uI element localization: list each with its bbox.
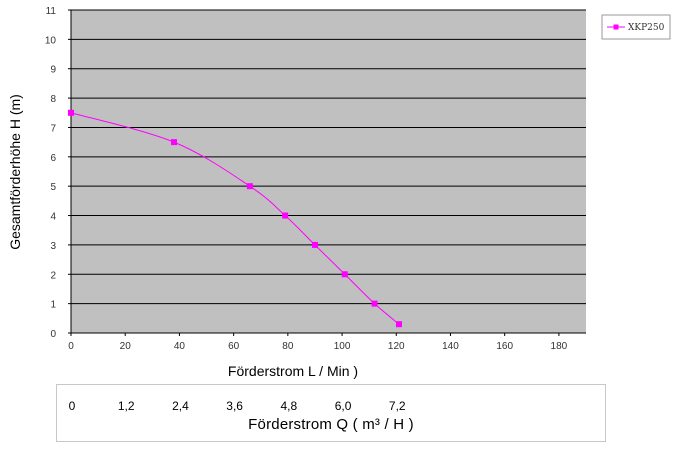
q-tick-label: 2,4 [172, 399, 189, 413]
data-point [282, 212, 289, 219]
y-tick-label: 3 [50, 241, 56, 252]
q-tick-label: 6,0 [334, 399, 352, 413]
axes [68, 9, 586, 336]
x-tick-label: 100 [334, 341, 351, 352]
legend-label: XKP250 [628, 23, 665, 33]
data-point [171, 139, 177, 146]
y-tick-label: 6 [50, 153, 56, 164]
grid-lines [71, 9, 586, 305]
x-tick-label: 140 [442, 341, 459, 352]
q-tick-label: 0 [68, 399, 76, 413]
y-tick-label: 7 [50, 123, 56, 134]
x-tick-label: 120 [388, 341, 405, 352]
y-tick-labels: 0 1 2 3 4 5 6 7 8 9 10 11 [45, 6, 57, 340]
x-tick-label: 0 [68, 341, 74, 352]
x-tick-label: 160 [496, 341, 513, 352]
y-tick-label: 4 [50, 212, 56, 223]
x-tick-label: 180 [551, 341, 568, 352]
legend: XKP250 [601, 14, 671, 40]
legend-marker [613, 24, 619, 30]
y-tick-label: 10 [45, 35, 57, 46]
x-tick-labels: 0 20 40 60 80 100 120 140 160 180 [68, 341, 567, 352]
q-tick-label: 1,2 [117, 399, 135, 413]
data-point [341, 271, 348, 278]
x-tick-label: 40 [174, 341, 186, 352]
q-tick-label: 4,8 [280, 399, 298, 413]
data-point [311, 241, 318, 248]
data-point [395, 321, 402, 328]
y-tick-label: 9 [50, 65, 56, 76]
plot-area [71, 10, 586, 333]
q-tick-label: 3,6 [226, 399, 243, 413]
y-axis-title: Gesamtförderhöhe H (m) [7, 94, 23, 250]
data-point [371, 300, 378, 307]
q-tick-label: 7,2 [388, 399, 406, 413]
x-tick-label: 80 [282, 341, 294, 352]
y-tick-label: 0 [50, 329, 56, 340]
x-tick-label: 20 [120, 341, 132, 352]
y-tick-label: 2 [50, 270, 56, 281]
y-tick-label: 1 [50, 300, 56, 311]
y-tick-label: 11 [46, 6, 57, 17]
flow-rate-m3h-title: Förderstrom Q ( m³ / H ) [248, 416, 414, 433]
x-axis-title: Förderstrom L / Min ) [228, 363, 358, 379]
data-point [246, 183, 253, 190]
series-layer [68, 109, 402, 328]
data-point [68, 109, 74, 116]
y-tick-label: 8 [50, 94, 56, 105]
x-tick-label: 60 [228, 341, 240, 352]
flow-rate-m3h-panel: 0 1,2 2,4 3,6 4,8 6,0 7,2 Förderstrom Q ( m³ /… [56, 384, 606, 442]
y-tick-label: 5 [50, 182, 56, 193]
